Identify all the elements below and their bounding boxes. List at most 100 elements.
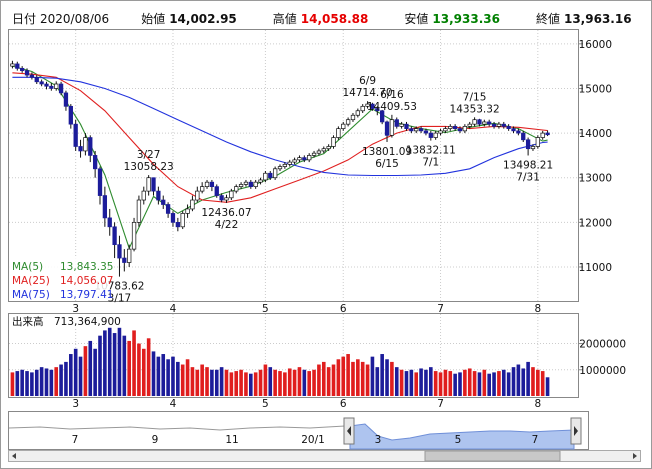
annotation-date: 7/15 [463,91,487,103]
candle-body [88,137,93,156]
volume-bar [385,359,389,396]
scrollbar-track[interactable] [8,450,641,462]
navigator-label: 3 [375,434,382,446]
volume-bar [219,367,224,396]
volume-bar [331,364,336,396]
candle-body [24,70,30,76]
candle-body [394,119,399,127]
candle-body [302,157,307,161]
candle-body [545,132,550,136]
annotation-price: 13498.21 [503,159,553,171]
volume-bar [287,368,292,396]
moving-average-line [12,76,548,177]
candle-body [355,110,360,116]
candle-body [384,121,390,136]
volume-bar [399,369,404,396]
candle-body [462,126,468,132]
candle-body [292,159,297,163]
candle-body [63,92,69,107]
candle-body [73,123,78,147]
volume-bar [132,330,136,396]
candle-body [516,130,521,134]
volume-bar [521,368,526,396]
candle-body [39,81,44,85]
candle-body [78,146,83,152]
candle-body [540,132,545,138]
annotation-date: 6/9 [359,75,376,87]
volume-title-box [9,314,121,327]
candle-body [161,199,166,205]
volume-bar [49,369,54,396]
candle-body [370,103,375,109]
volume-bar [273,369,277,396]
candle-body [214,186,219,196]
volume-bar [516,364,521,396]
annotation-date: 7/31 [516,171,540,183]
volume-bar [365,364,370,396]
candle-body [375,108,380,112]
candle-body [49,85,54,89]
volume-bar [467,368,472,396]
volume-bar [137,343,141,396]
volume-bar [234,371,239,396]
volume-bar [171,356,175,396]
candle-body [15,63,20,69]
volume-bar [107,327,112,396]
candle-body [238,184,244,187]
volume-bar [424,369,428,396]
volume-bar [44,368,49,396]
volume-bar [531,367,535,396]
volume-bar [210,369,214,396]
volume-bar [458,372,462,396]
handle-arrow [347,426,351,436]
candle-body [321,148,326,152]
candle-body [380,110,385,123]
legend-value: 14,056.07 [60,275,113,287]
field-value: 14,002.95 [169,12,237,26]
annotation-price: 13801.09 [362,146,412,158]
volume-bar [59,364,63,396]
volume-bar [404,371,409,396]
ohlc-fields: 始値 14,002.95 高値 14,058.88 安値 13,933.36 終値 13,96… [113,12,639,26]
x-tick-label: 6 [340,398,347,410]
volume-bar [54,367,59,396]
volume-bar [214,369,219,396]
candle-body [234,186,239,192]
candle-body [170,213,176,223]
volume-bar [93,348,97,396]
volume-bar [292,369,297,396]
candle-body [428,132,433,138]
candle-body [107,217,112,228]
candle-body [112,226,117,246]
candle-body [331,137,336,147]
candle-body [287,161,292,165]
candle-body [448,126,453,129]
navigator-label: 7 [72,434,79,446]
legend-value: 13,843.35 [60,261,113,273]
volume-bar [477,372,482,396]
x-tick-label: 8 [534,303,541,315]
volume-bar [244,372,248,396]
volume-bar [30,372,34,396]
volume-bar [15,371,20,396]
volume-bar [141,348,146,396]
candle-body [433,132,438,138]
volume-bar [545,377,550,396]
navigator-label: 20/1 [301,434,325,446]
annotation-date: 6/16 [380,89,404,101]
volume-bar [195,369,200,396]
scrollbar-thumb[interactable] [424,450,561,462]
y-tick-label: 14000 [579,128,612,140]
candle-body [20,68,25,71]
candle-body [501,123,506,127]
candle-body [83,137,88,152]
header: 日付 2020/08/06 始値 14,002.95 高値 14,058.88 安値 13,9… [12,10,644,27]
volume-bar [122,335,127,396]
volume-bar [317,364,321,396]
x-tick-label: 7 [437,398,444,410]
volume-bar [161,354,166,396]
candle-body [258,179,263,183]
volume-bar [34,369,39,396]
